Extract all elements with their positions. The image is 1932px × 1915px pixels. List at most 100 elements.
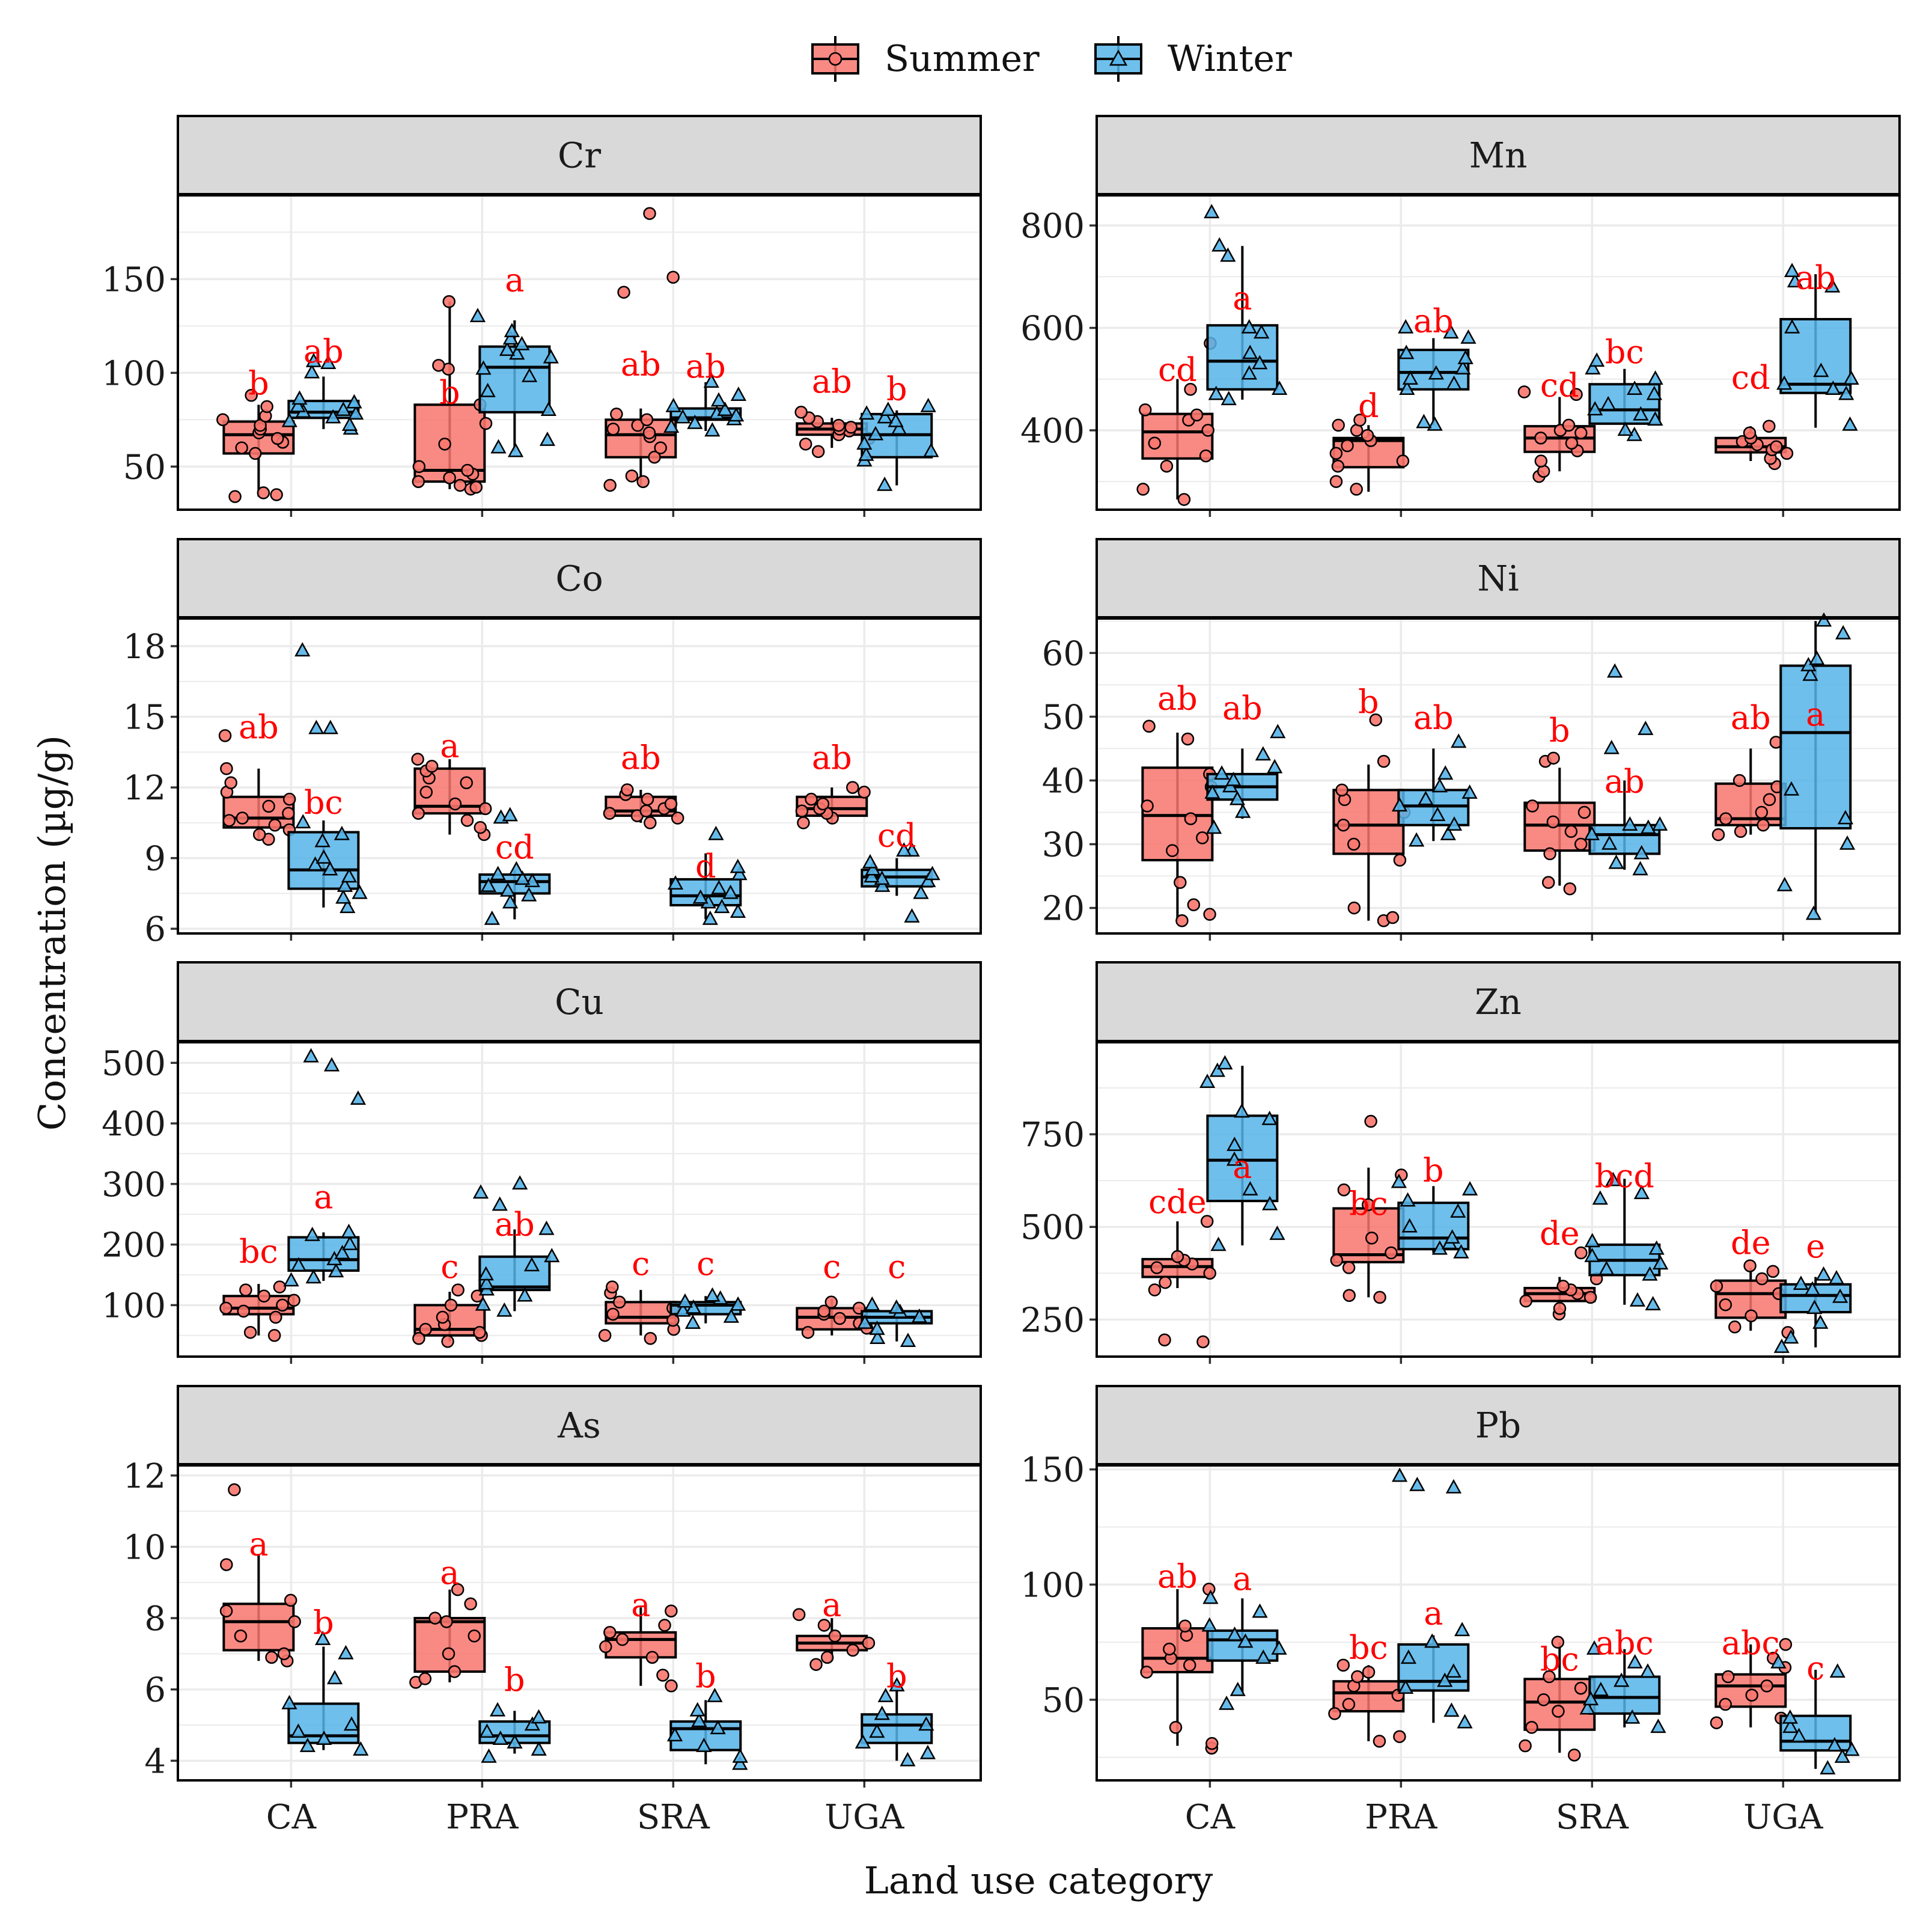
significance-letter: bc — [1605, 333, 1644, 371]
data-point — [645, 1651, 659, 1664]
data-point — [1826, 1736, 1843, 1752]
data-point — [1178, 1619, 1192, 1632]
data-point — [1647, 370, 1663, 385]
data-point — [665, 1679, 678, 1693]
data-point — [220, 1558, 233, 1571]
data-point — [1757, 818, 1770, 832]
box-pra-summer: c — [412, 1248, 488, 1348]
data-point — [874, 1705, 890, 1720]
significance-letter: ab — [303, 332, 344, 370]
data-point — [1446, 816, 1463, 831]
data-point — [1184, 383, 1197, 396]
y-tick-label: 6 — [144, 910, 166, 949]
data-point — [478, 802, 492, 816]
significance-letter: b — [313, 1604, 334, 1642]
data-point — [436, 1310, 449, 1324]
data-point — [689, 1702, 705, 1717]
data-point — [1546, 815, 1560, 829]
data-point — [684, 1314, 701, 1329]
box-body — [1141, 1627, 1214, 1673]
data-point — [1171, 1250, 1184, 1263]
box-pra-summer: d — [1329, 386, 1410, 496]
data-point — [1832, 1288, 1848, 1303]
data-point — [1834, 1749, 1850, 1763]
y-tick-label: 60 — [1042, 634, 1085, 673]
data-point — [1766, 1265, 1780, 1278]
data-point — [1347, 901, 1361, 915]
data-point — [1629, 1292, 1646, 1307]
box-pra-winter: b — [478, 1661, 551, 1763]
data-point — [521, 887, 537, 902]
data-point — [1255, 746, 1271, 761]
data-point — [489, 1702, 506, 1717]
data-point — [877, 409, 893, 424]
data-point — [1776, 375, 1793, 390]
data-point — [1242, 1180, 1258, 1196]
y-tick-label: 40 — [1042, 762, 1085, 801]
data-point — [1427, 416, 1443, 431]
data-point — [303, 364, 320, 379]
data-point — [290, 1723, 306, 1738]
data-point — [1583, 1290, 1597, 1304]
data-point — [1711, 828, 1725, 841]
data-point — [687, 414, 703, 429]
data-point — [334, 825, 350, 840]
data-point — [1776, 876, 1793, 891]
data-point — [276, 1298, 289, 1312]
data-point — [291, 390, 308, 405]
data-point — [1734, 825, 1748, 838]
data-point — [1829, 1663, 1845, 1678]
data-point — [1592, 1190, 1608, 1205]
data-point — [1763, 420, 1776, 433]
data-point — [472, 1184, 489, 1199]
panel-as: As 4 6 8 10 12 CA PRA SRA UGA a b a b a b a b — [123, 1385, 982, 1837]
box-pra-summer: bc — [1330, 1114, 1408, 1304]
data-point — [1770, 1654, 1787, 1669]
data-point — [492, 1730, 508, 1745]
data-point — [1633, 1185, 1650, 1199]
data-point — [335, 889, 352, 904]
strip-background — [177, 1385, 982, 1466]
data-point — [277, 1647, 291, 1661]
data-point — [1262, 1196, 1278, 1211]
data-point — [1169, 1721, 1183, 1734]
data-point — [1653, 1255, 1669, 1270]
data-point — [1568, 1749, 1581, 1762]
data-point — [320, 355, 337, 369]
significance-letter: c — [696, 1245, 715, 1283]
data-point — [1351, 1670, 1364, 1684]
data-point — [441, 1335, 454, 1348]
data-point — [1377, 754, 1391, 768]
data-point — [1642, 1266, 1658, 1281]
data-point — [480, 382, 496, 397]
data-point — [828, 1629, 842, 1643]
data-point — [824, 1295, 838, 1309]
data-point — [1201, 1617, 1217, 1632]
data-point — [1362, 1666, 1376, 1679]
data-point — [257, 486, 270, 499]
box-ca-summer: ab — [1140, 1557, 1219, 1755]
x-tick-label: SRA — [1556, 1798, 1629, 1837]
data-point — [666, 270, 680, 284]
data-point — [1331, 459, 1345, 473]
data-point — [1543, 1670, 1556, 1684]
data-point — [1226, 1151, 1243, 1166]
data-point — [1626, 380, 1643, 396]
data-point — [219, 1604, 233, 1617]
data-point — [714, 899, 730, 914]
data-point — [341, 417, 358, 431]
data-point — [523, 1257, 540, 1272]
data-point — [1574, 837, 1588, 851]
strip-background — [177, 115, 982, 196]
data-point — [1828, 1269, 1845, 1284]
data-point — [245, 388, 258, 402]
data-point — [1444, 1229, 1460, 1244]
data-point — [610, 408, 623, 421]
data-point — [1526, 799, 1539, 813]
data-point — [507, 442, 524, 457]
data-point — [442, 295, 456, 308]
data-point — [1393, 854, 1407, 867]
data-point — [1166, 844, 1179, 857]
data-point — [1335, 783, 1348, 797]
